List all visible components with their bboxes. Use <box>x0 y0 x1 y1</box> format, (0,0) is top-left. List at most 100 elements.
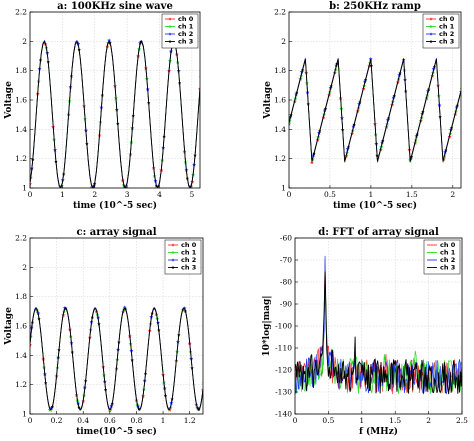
y-tick-label-2: -120 <box>275 366 292 375</box>
legend-label-3: ch 3 <box>440 264 455 272</box>
data-point-ch3-14 <box>123 307 128 311</box>
data-point-ch3-19 <box>177 81 182 85</box>
y-tick-label-0: 1 <box>281 184 286 193</box>
x-tick-label-4: 2 <box>426 416 431 425</box>
y-tick-label-6: 2.2 <box>15 234 27 243</box>
y-axis-label: Voltage <box>4 307 14 346</box>
legend-box <box>164 239 202 275</box>
x-tick-label-2: 0.4 <box>77 416 89 425</box>
x-tick-label-4: 0.8 <box>130 416 142 425</box>
legend-marker-1 <box>429 24 433 28</box>
data-point-ch3-6 <box>323 106 328 111</box>
data-point-ch3-2 <box>46 60 50 64</box>
y-tick-label-0: -140 <box>275 410 292 419</box>
data-point-ch3-25 <box>197 407 201 412</box>
data-point-ch3-3 <box>306 102 310 106</box>
legend-label-3: ch 3 <box>181 264 196 272</box>
x-axis-label: time (10^-5 sec) <box>73 200 157 211</box>
data-point-ch3-20 <box>404 89 408 93</box>
y-tick-label-7: -70 <box>280 256 292 265</box>
data-point-ch3-0 <box>289 113 293 117</box>
y-tick-label-6: 2.2 <box>15 8 27 17</box>
x-tick-label-0: 0 <box>287 190 292 199</box>
data-point-ch3-16 <box>137 407 141 411</box>
y-tick-label-0: 1 <box>22 184 27 193</box>
y-tick-label-6: 2.2 <box>274 8 286 17</box>
series-group <box>289 56 461 165</box>
chart-title: d: FFT of array signal <box>318 227 439 238</box>
data-point-ch3-26 <box>204 364 207 367</box>
legend-label-2: ch 2 <box>440 256 455 264</box>
legend: ch 0ch 1ch 2ch 3 <box>423 239 461 275</box>
y-tick-label-3: 1.6 <box>15 96 27 105</box>
chart-panel-1: 0 1 2 3 4 511.21.41.61.822.2 a: 100KHz sine wa… <box>4 1 201 211</box>
x-tick-label-4: 2 <box>450 190 455 199</box>
legend-marker-0 <box>171 243 175 247</box>
legend-label-0: ch 0 <box>439 15 455 23</box>
y-tick-label-1: -130 <box>275 388 292 397</box>
legend: ch 0ch 1ch 2ch 3 <box>422 13 460 49</box>
legend-label-2: ch 2 <box>178 30 193 38</box>
y-tick-label-4: 1.8 <box>15 292 27 301</box>
data-point-ch3-7 <box>77 405 81 409</box>
data-point-ch3-18 <box>150 311 154 315</box>
data-point-ch3-0 <box>30 320 35 324</box>
series-line-ch2 <box>30 39 200 188</box>
x-tick-label-1: 0.5 <box>322 416 334 425</box>
data-point-ch3-15 <box>146 101 151 105</box>
data-point-ch3-6 <box>77 47 81 52</box>
data-point-ch3-16 <box>154 184 159 188</box>
data-point-ch0-4 <box>309 160 314 165</box>
y-tick-label-6: -80 <box>280 278 292 287</box>
data-point-ch3-23 <box>421 110 425 114</box>
chart-panel-3: 0 0.2 0.4 0.6 0.8 1 1.2 1 1.2 1.4 1.6 1.8 2 2.2 c: arr… <box>4 227 207 437</box>
data-point-ch3-29 <box>455 103 460 107</box>
legend-label-0: ch 0 <box>440 241 456 249</box>
legend-marker-3 <box>429 39 433 43</box>
data-point-ch3-21 <box>193 153 197 157</box>
x-tick-label-0: 0 <box>28 416 33 425</box>
x-tick-label-1: 0.2 <box>51 416 63 425</box>
y-tick-label-1: 1.2 <box>274 154 286 163</box>
legend-marker-2 <box>171 258 175 262</box>
y-tick-label-3: 1.6 <box>274 96 286 105</box>
data-point-ch3-4 <box>57 348 61 352</box>
series-line-ch0 <box>30 41 200 188</box>
chart-panel-4: 0 0.5 1 1.5 2 2.5 -140 -130 -120 -110 -100 -90 -80 -7… <box>262 227 468 437</box>
legend: ch 0ch 1ch 2ch 3 <box>161 13 199 49</box>
data-point-ch3-22 <box>415 132 419 136</box>
data-point-ch3-8 <box>83 379 88 383</box>
legend-label-0: ch 0 <box>181 241 197 249</box>
series-line-ch0 <box>289 59 461 163</box>
data-point-ch3-28 <box>449 126 454 130</box>
data-point-ch3-22 <box>177 333 181 337</box>
legend-marker-3 <box>171 265 175 269</box>
x-tick-label-2: 1 <box>369 190 374 199</box>
y-tick-label-5: -90 <box>280 300 292 309</box>
data-point-ch3-8 <box>92 182 97 186</box>
data-point-ch3-8 <box>335 61 339 66</box>
chart-panel-2: 0 0.5 1 1.5 2 1 1.2 1.4 1.6 1.8 2 2.2 b: 250KHz ramp… <box>263 1 462 211</box>
data-point-ch3-13 <box>131 114 135 118</box>
x-tick-label-3: 0.6 <box>104 416 116 425</box>
legend-label-2: ch 2 <box>181 256 196 264</box>
data-point-ch3-14 <box>139 39 143 44</box>
y-tick-label-3: 1.6 <box>15 322 27 331</box>
data-point-ch3-15 <box>130 358 134 362</box>
data-point-ch3-9 <box>90 315 94 319</box>
series-line-ch2 <box>30 307 203 410</box>
x-tick-label-5: 1 <box>161 416 166 425</box>
data-point-ch3-17 <box>386 116 391 120</box>
data-point-ch3-2 <box>43 381 48 385</box>
y-tick-label-3: -110 <box>275 344 292 353</box>
series-line-ch0 <box>295 259 462 395</box>
legend-box <box>161 13 199 49</box>
data-point-ch3-12 <box>358 100 362 104</box>
chart-title: b: 250KHz ramp <box>329 1 421 12</box>
x-tick-label-5: 5 <box>190 190 195 199</box>
data-point-ch3-14 <box>369 63 374 68</box>
x-tick-label-3: 3 <box>125 190 130 199</box>
data-point-ch3-11 <box>103 387 108 392</box>
data-point-ch3-11 <box>116 122 120 126</box>
legend-box <box>422 13 460 49</box>
